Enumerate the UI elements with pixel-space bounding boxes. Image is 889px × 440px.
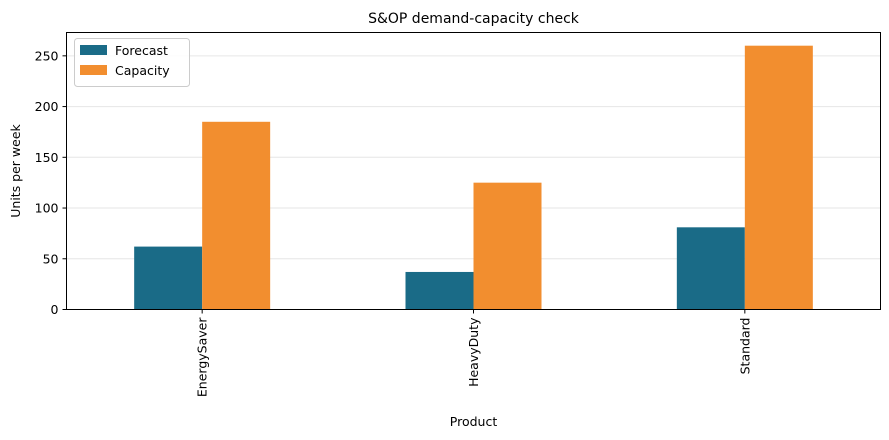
legend-label-capacity: Capacity: [115, 63, 170, 78]
bar-forecast-standard: [676, 227, 745, 310]
y-tick-label: 0: [51, 302, 59, 317]
x-tick-label: EnergySaver: [195, 317, 210, 397]
x-tick-label: HeavyDuty: [466, 317, 481, 387]
y-tick-label: 50: [43, 251, 59, 266]
x-axis-ticks: EnergySaver HeavyDuty Standard: [195, 309, 752, 397]
legend-label-forecast: Forecast: [115, 43, 168, 58]
y-axis-label: Units per week: [8, 123, 23, 217]
bars: [134, 45, 813, 310]
y-tick-label: 100: [35, 201, 59, 216]
bar-forecast-energysaver: [134, 246, 203, 310]
x-axis-label: Product: [450, 414, 498, 429]
legend: Forecast Capacity: [74, 38, 190, 87]
y-tick-label: 200: [35, 99, 59, 114]
x-tick-label: Standard: [737, 318, 752, 375]
bar-capacity-energysaver: [202, 121, 271, 310]
y-axis-ticks: 0 50 100 150 200 250: [35, 48, 67, 317]
bar-capacity-heavyduty: [473, 182, 542, 310]
y-tick-label: 150: [35, 150, 59, 165]
legend-swatch-forecast: [80, 45, 107, 55]
y-tick-label: 250: [35, 48, 59, 63]
legend-swatch-capacity: [80, 65, 107, 75]
chart-title: S&OP demand-capacity check: [368, 11, 580, 27]
bar-forecast-heavyduty: [405, 271, 474, 310]
bar-capacity-standard: [744, 45, 813, 310]
